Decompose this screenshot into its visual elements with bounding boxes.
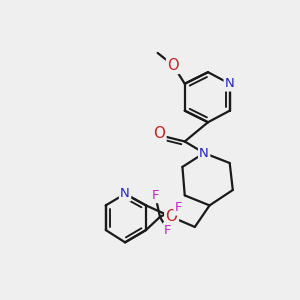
Text: O: O xyxy=(166,209,178,224)
Text: F: F xyxy=(175,201,182,214)
Text: F: F xyxy=(164,224,172,236)
Text: O: O xyxy=(167,58,179,73)
Text: N: N xyxy=(120,187,130,200)
Text: F: F xyxy=(152,189,159,202)
Text: O: O xyxy=(153,126,165,141)
Text: N: N xyxy=(199,146,209,160)
Text: N: N xyxy=(225,77,235,90)
